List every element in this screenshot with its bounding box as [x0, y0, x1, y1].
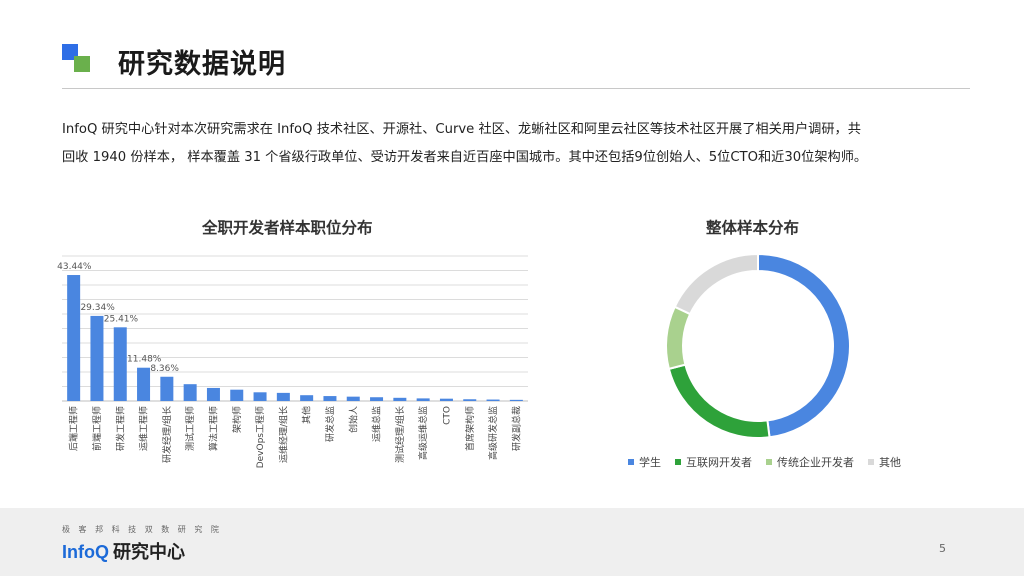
- bar: [160, 376, 174, 401]
- legend-item: 传统企业开发者: [766, 454, 854, 470]
- footer-brand-sub: 研究中心: [113, 542, 185, 563]
- bar: [253, 392, 267, 401]
- legend-swatch: [766, 459, 772, 465]
- donut-slice: [667, 363, 771, 439]
- green-square-icon: [74, 56, 90, 72]
- footer: 极 客 邦 科 技 双 数 研 究 院 InfoQ 研究中心 5: [0, 508, 1024, 576]
- bar-data-label: 8.36%: [150, 364, 179, 374]
- legend-label: 传统企业开发者: [777, 456, 854, 469]
- x-tick-label: 算法工程师: [207, 406, 219, 451]
- x-tick-label: 研发总监: [324, 406, 336, 442]
- donut-legend: 学生 互联网开发者 传统企业开发者 其他: [628, 454, 901, 470]
- legend-item: 学生: [628, 454, 661, 470]
- bar: [439, 398, 453, 401]
- bar: [276, 392, 290, 401]
- bar: [416, 398, 430, 401]
- bar: [137, 367, 151, 401]
- legend-item: 互联网开发者: [675, 454, 752, 470]
- bar-data-label: 11.48%: [127, 355, 162, 365]
- x-tick-label: 运维经理/组长: [277, 406, 289, 463]
- donut-slice: [673, 252, 759, 316]
- bar: [67, 275, 81, 401]
- x-tick-label: 研发经理/组长: [161, 406, 173, 463]
- x-tick-label: 测试工程师: [184, 406, 196, 451]
- footer-logo: InfoQ 研究中心: [62, 538, 185, 564]
- bar-data-label: 43.44%: [57, 262, 92, 272]
- legend-label: 学生: [639, 456, 661, 469]
- intro-line-1: InfoQ 研究中心针对本次研究需求在 InfoQ 技术社区、开源社、Curve…: [62, 122, 861, 137]
- bar: [346, 396, 360, 401]
- legend-swatch: [868, 459, 874, 465]
- bar: [393, 397, 407, 401]
- bar: [300, 395, 314, 401]
- x-tick-label: 研发工程师: [114, 406, 126, 451]
- intro-line-2: 回收 1940 份样本， 样本覆盖 31 个省级行政单位、受访开发者来自近百座中…: [62, 150, 868, 165]
- x-tick-label: 首席架构师: [464, 406, 476, 451]
- legend-swatch: [675, 459, 681, 465]
- title-logo-mark: [62, 44, 92, 74]
- bar-data-label: 25.41%: [104, 314, 139, 324]
- bar: [90, 315, 104, 401]
- bar: [183, 384, 197, 401]
- x-tick-label: CTO: [442, 406, 452, 425]
- donut-chart-title: 整体样本分布: [706, 219, 800, 237]
- x-tick-label: 运维工程师: [138, 406, 150, 451]
- bar: [206, 387, 220, 401]
- legend-label: 互联网开发者: [686, 456, 752, 469]
- x-tick-label: 运维总监: [371, 406, 383, 442]
- x-tick-label: 高级运维总监: [417, 406, 429, 460]
- title-divider: [62, 88, 970, 89]
- bar: [370, 397, 384, 401]
- x-tick-label: 高级研发总监: [487, 406, 499, 460]
- page-number: 5: [939, 542, 946, 555]
- bar-chart-title: 全职开发者样本职位分布: [202, 219, 373, 237]
- x-tick-label: 其他: [301, 406, 313, 424]
- x-tick-label: 研发副总裁: [510, 406, 522, 451]
- donut-slice: [665, 305, 692, 371]
- bar: [509, 399, 523, 401]
- x-tick-label: 测试经理/组长: [394, 406, 406, 463]
- bar: [113, 327, 127, 401]
- footer-brand: InfoQ: [62, 542, 109, 562]
- legend-label: 其他: [879, 456, 901, 469]
- x-tick-label: 架构师: [231, 406, 243, 433]
- page-title: 研究数据说明: [118, 49, 286, 80]
- donut-chart: [665, 252, 851, 439]
- x-tick-label: 后端工程师: [68, 406, 80, 451]
- bar: [230, 389, 244, 401]
- bar-chart: 43.44% 后端工程师 29.34% 前端工程师 25.41% 研发工程师 11.48% 运…: [57, 255, 528, 468]
- intro-paragraph: InfoQ 研究中心针对本次研究需求在 InfoQ 技术社区、开源社、Curve…: [62, 116, 972, 172]
- bar: [463, 399, 477, 401]
- legend-swatch: [628, 459, 634, 465]
- bar: [323, 396, 337, 401]
- legend-item: 其他: [868, 454, 901, 470]
- x-tick-label: DevOps工程师: [254, 406, 266, 468]
- bar: [486, 399, 500, 401]
- x-tick-label: 创始人: [347, 406, 359, 433]
- bar-data-label: 29.34%: [80, 303, 115, 313]
- footer-tagline: 极 客 邦 科 技 双 数 研 究 院: [62, 525, 222, 534]
- donut-slice: [757, 252, 851, 439]
- x-tick-label: 前端工程师: [91, 406, 103, 451]
